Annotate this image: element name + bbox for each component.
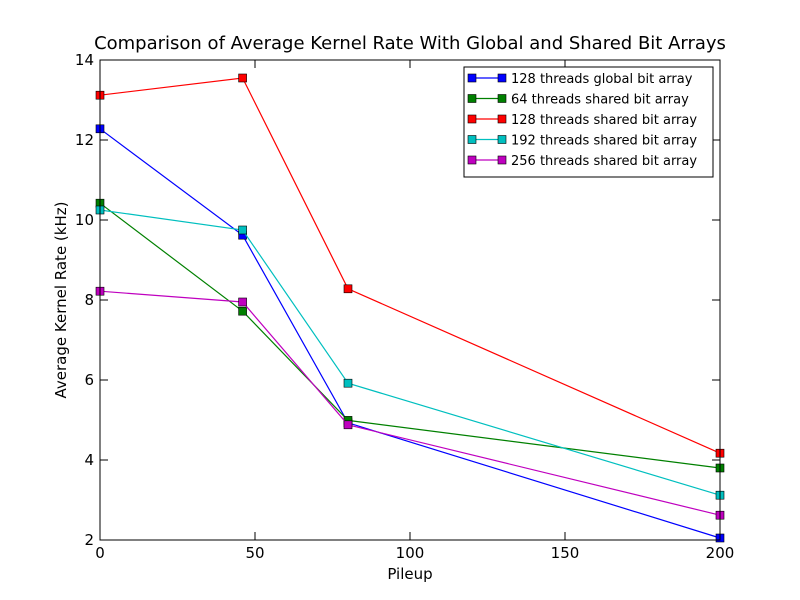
y-tick-label: 6 (84, 371, 94, 389)
series-line (99, 209, 721, 496)
y-tick-label: 2 (84, 531, 94, 549)
data-point (238, 306, 247, 316)
legend-label: 64 threads shared bit array (511, 93, 689, 108)
x-tick-label: 150 (551, 544, 580, 562)
series-line (99, 77, 721, 454)
plot-area: 0 50 100 150 200 2 4 6 8 10 12 14 (75, 51, 734, 562)
legend-swatch-marker (497, 114, 507, 124)
data-point (238, 73, 247, 83)
legend-swatch-marker (497, 73, 507, 83)
legend-swatch-marker (467, 155, 477, 165)
axes-frame (99, 59, 721, 541)
legend-label: 192 threads shared bit array (511, 134, 697, 149)
legend-label: 128 threads shared bit array (511, 113, 697, 128)
y-tick-label: 10 (75, 211, 94, 229)
series-line (99, 128, 721, 539)
legend-swatch-marker (467, 94, 477, 103)
x-axis-label: Pileup (387, 565, 432, 583)
legend-label: 256 threads shared bit array (511, 154, 697, 169)
y-tick-label: 4 (84, 451, 94, 469)
series-line (99, 290, 721, 516)
legend-swatch-marker (497, 155, 507, 165)
y-axis-label: Average Kernel Rate (kHz) (52, 202, 70, 399)
data-point (238, 225, 247, 235)
x-tick-label: 50 (245, 544, 264, 562)
y-tick-label: 12 (75, 131, 94, 149)
legend-swatch-marker (467, 114, 477, 124)
legend-swatch-marker (467, 135, 477, 144)
chart-title: Comparison of Average Kernel Rate With G… (94, 33, 726, 54)
x-tick-label: 100 (396, 544, 425, 562)
series-line (99, 202, 721, 469)
x-tick-label: 0 (95, 544, 105, 562)
x-tick-label: 200 (706, 544, 735, 562)
legend: 128 threads global bit array 64 threads s… (463, 66, 714, 178)
data-point (238, 297, 247, 307)
legend-swatch-marker (497, 135, 507, 144)
legend-swatch-marker (467, 73, 477, 83)
y-tick-label: 8 (84, 291, 94, 309)
legend-label: 128 threads global bit array (511, 72, 693, 87)
y-tick-label: 14 (75, 51, 94, 69)
data-point (343, 378, 353, 388)
data-point (343, 284, 353, 294)
legend-swatch-marker (497, 94, 507, 103)
data-point (343, 420, 353, 430)
